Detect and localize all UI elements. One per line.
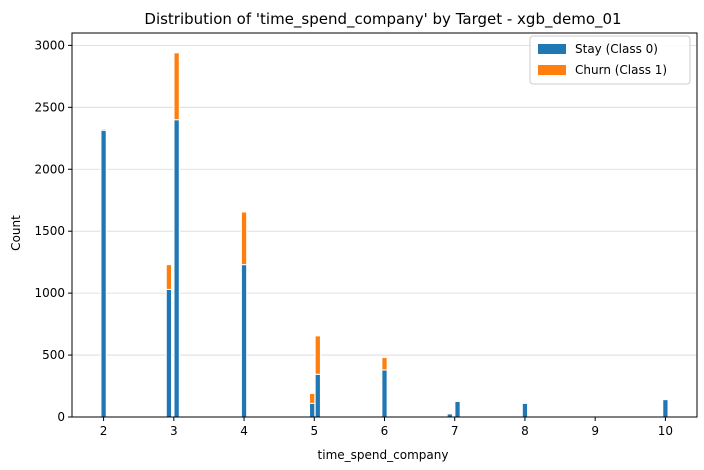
y-axis-ticks: 0 500 1000 1500 2000 2500 3000 [34,38,72,424]
bar-stay-10 [662,399,669,418]
legend-swatch-stay [538,44,566,54]
bar-churn-3 [240,211,248,266]
bar-churn-1 [165,264,173,290]
legend-box [529,35,691,85]
x-tick-label-9: 9 [591,424,599,438]
legend-label-stay: Stay (Class 0) [575,42,658,56]
legend-swatch-churn [538,65,566,75]
x-tick-label-7: 7 [451,424,459,438]
y-tick-label-0: 0 [57,410,65,424]
x-tick-label-6: 6 [381,424,389,438]
x-axis-ticks: 2 3 4 5 6 7 8 9 10 [100,417,673,438]
bar-stay-4 [309,402,316,418]
y-tick-label-500: 500 [42,348,65,362]
y-tick-label-1500: 1500 [34,224,65,238]
legend-label-churn: Churn (Class 1) [575,63,667,77]
bar-stay-2 [173,119,180,418]
bar-stay-9 [521,402,529,418]
y-tick-label-2000: 2000 [34,162,65,176]
x-tick-label-8: 8 [521,424,529,438]
bar-churn-2 [173,52,180,121]
y-tick-label-1000: 1000 [34,286,65,300]
bar-stay-5 [314,373,321,418]
x-tick-label-3: 3 [170,424,178,438]
bar-churn-5 [314,335,321,375]
chart-title: Distribution of 'time_spend_company' by … [144,10,621,29]
bar-churn-6 [381,357,388,371]
legend: Stay (Class 0) Churn (Class 1) [529,35,691,85]
bar-stay-8 [454,401,461,418]
y-axis-label: Count [9,215,23,251]
x-tick-label-2: 2 [100,424,108,438]
bar-stay-0 [100,129,107,418]
x-axis-label: time_spend_company [318,448,449,462]
x-tick-label-5: 5 [310,424,318,438]
bar-stay-6 [381,369,388,418]
x-tick-label-4: 4 [240,424,248,438]
bar-churn-0 [100,128,107,131]
y-tick-label-2500: 2500 [34,100,65,114]
bar-stay-3 [240,264,248,418]
bar-stay-1 [165,288,173,418]
y-tick-label-3000: 3000 [34,38,65,52]
bars [100,52,669,418]
x-tick-label-10: 10 [658,424,673,438]
bar-churn-4 [309,392,316,404]
